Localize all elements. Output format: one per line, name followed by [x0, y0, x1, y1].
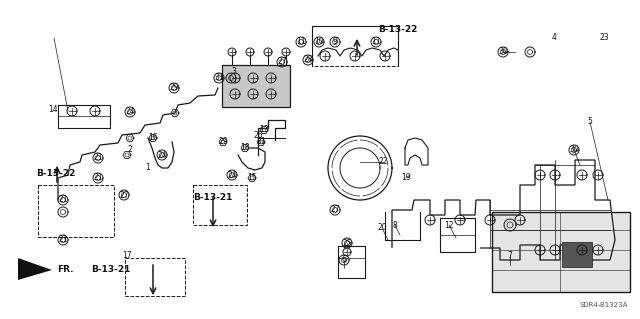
Text: B-13-21: B-13-21 [193, 194, 233, 203]
Text: 24: 24 [125, 108, 135, 116]
Text: 30: 30 [569, 145, 579, 154]
Text: 20: 20 [377, 224, 387, 233]
Text: 1: 1 [146, 164, 150, 173]
Text: 30: 30 [498, 48, 508, 56]
Text: 17: 17 [122, 250, 132, 259]
Text: 2: 2 [127, 145, 132, 154]
Text: B-13-21: B-13-21 [92, 265, 131, 275]
Bar [562, 242, 592, 267]
Text: 14: 14 [48, 106, 58, 115]
Bar [193, 185, 247, 225]
Text: 9: 9 [333, 38, 337, 47]
Text: 13: 13 [259, 125, 269, 135]
Polygon shape [18, 258, 52, 280]
Text: 3: 3 [232, 68, 236, 77]
Text: 21: 21 [58, 196, 68, 204]
Text: 16: 16 [148, 133, 158, 143]
Text: 15: 15 [247, 174, 257, 182]
Text: 11: 11 [296, 38, 306, 47]
Text: 24: 24 [157, 151, 167, 160]
Text: 21: 21 [58, 235, 68, 244]
Text: 29: 29 [169, 84, 179, 93]
Text: 29: 29 [218, 137, 228, 146]
Text: 31: 31 [214, 73, 224, 83]
Text: 18: 18 [240, 144, 250, 152]
Text: 21: 21 [93, 153, 103, 162]
Text: 27: 27 [119, 190, 129, 199]
Text: 22: 22 [378, 158, 388, 167]
Text: 19: 19 [401, 174, 411, 182]
Bar [312, 26, 398, 66]
Text: SDR4-B1323A: SDR4-B1323A [580, 302, 628, 308]
Text: 6: 6 [342, 256, 346, 264]
Text: 23: 23 [599, 33, 609, 42]
Text: 26: 26 [253, 130, 263, 139]
Text: 28: 28 [303, 56, 313, 64]
Text: 5: 5 [588, 117, 593, 127]
Text: 31: 31 [256, 137, 266, 146]
Text: 27: 27 [330, 205, 340, 214]
Text: 7: 7 [508, 250, 513, 259]
Text: 8: 8 [392, 220, 397, 229]
Text: 10: 10 [314, 38, 324, 47]
Bar [125, 258, 185, 296]
Text: 24: 24 [227, 170, 237, 180]
Bar [38, 185, 114, 237]
Text: B-13-22: B-13-22 [378, 26, 418, 34]
Text: 12: 12 [444, 220, 454, 229]
Bar [492, 212, 630, 292]
Text: 25: 25 [342, 239, 352, 248]
Text: 21: 21 [93, 174, 103, 182]
Text: FR.: FR. [57, 265, 74, 275]
Bar [222, 65, 290, 107]
Text: B-13-22: B-13-22 [36, 168, 76, 177]
Text: 27: 27 [277, 57, 287, 66]
Text: 4: 4 [552, 33, 556, 41]
Text: 11: 11 [371, 38, 381, 47]
